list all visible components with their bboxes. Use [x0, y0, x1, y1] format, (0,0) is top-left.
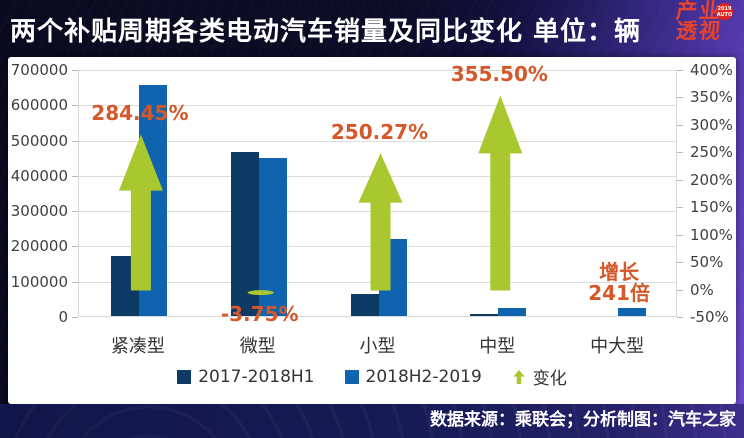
bar-2017-2018H1-微型: [230, 152, 259, 316]
legend-swatch-square: [344, 369, 359, 384]
brand-logo: 产业 透视 2019 AUTO: [659, 0, 739, 56]
annotation-中型: 355.50%: [450, 62, 548, 87]
right-axis-tick: [677, 262, 683, 264]
right-axis-label: 300%: [690, 115, 733, 134]
gridline: [79, 246, 676, 248]
right-axis-label: 50%: [690, 253, 724, 272]
data-source-text: 数据来源：乘联会；分析制图：汽车之家: [430, 410, 736, 430]
left-axis-label: 600000: [10, 96, 68, 115]
right-axis-tick: [677, 289, 683, 291]
bar-2018H2-2019-微型: [258, 158, 287, 316]
gridline: [79, 281, 676, 283]
right-axis-label: 0%: [690, 280, 714, 299]
right-axis-tick: [677, 97, 683, 99]
right-axis-label: 100%: [690, 225, 733, 244]
bar-2018H2-2019-中型: [498, 308, 527, 316]
right-axis-tick: [677, 207, 683, 209]
left-axis-tick: [72, 70, 78, 71]
left-axis-tick: [72, 140, 78, 142]
bar-2017-2018H1-中型: [470, 314, 499, 316]
left-axis-label: 200000: [10, 237, 68, 256]
category-label-小型: 小型: [359, 336, 396, 357]
legend-item-变化: 变化: [512, 364, 567, 389]
logo-badge-year: 2019: [717, 5, 732, 12]
right-axis-tick: [677, 317, 683, 318]
logo-year-badge: 2019 AUTO: [716, 3, 733, 20]
right-axis-tick: [677, 124, 683, 126]
legend-label: 2017-2018H1: [198, 366, 315, 387]
left-axis-label: 0: [58, 308, 68, 326]
left-axis-tick: [72, 105, 78, 107]
bar-2017-2018H1-紧凑型: [110, 256, 139, 316]
left-axis-label: 100000: [10, 272, 68, 291]
left-axis-label: 400000: [10, 166, 68, 185]
right-axis-tick: [677, 234, 683, 236]
chart-title: 两个补贴周期各类电动汽车销量及同比变化 单位：辆: [10, 17, 642, 47]
gridline: [79, 105, 676, 107]
change-arrow-中型: [478, 95, 523, 291]
annotation-中大型: 增长 241倍: [588, 260, 650, 306]
annotation-微型: -3.75%: [220, 301, 299, 326]
category-label-微型: 微型: [239, 336, 276, 357]
legend-label: 变化: [532, 369, 567, 389]
logo-text-line2: 透视: [674, 18, 724, 43]
right-axis-tick: [677, 70, 683, 71]
bar-2017-2018H1-小型: [350, 294, 379, 316]
left-axis-label: 500000: [10, 131, 68, 150]
bar-2018H2-2019-小型: [378, 239, 407, 316]
left-axis-tick: [72, 211, 78, 213]
legend-label: 2018H2-2019: [365, 366, 482, 387]
legend-swatch-square: [177, 369, 192, 384]
left-axis-tick: [72, 281, 78, 283]
right-axis-label: 350%: [690, 88, 733, 107]
right-axis-tick: [677, 152, 683, 154]
left-axis-label: 300000: [10, 202, 68, 221]
right-axis-label: 250%: [690, 143, 733, 162]
bar-2018H2-2019-中大型: [618, 308, 647, 316]
category-label-中型: 中型: [479, 336, 516, 357]
right-axis-label: 200%: [690, 170, 733, 189]
left-axis-label: 700000: [10, 61, 68, 79]
category-label-中大型: 中大型: [590, 336, 645, 357]
annotation-紧凑型: 284.45%: [91, 101, 189, 126]
left-axis-tick: [72, 317, 78, 318]
right-axis-label: -50%: [690, 308, 729, 326]
right-axis-label: 400%: [690, 61, 733, 79]
chart-panel: 0 100000 200000 300000 400000 500000 600000 700…: [8, 57, 736, 404]
legend-item-2017-2018H1: 2017-2018H1: [177, 366, 315, 387]
right-axis-label: 150%: [690, 198, 733, 217]
left-axis-tick: [72, 246, 78, 248]
legend-item-2018H2-2019: 2018H2-2019: [344, 366, 482, 387]
left-axis-tick: [72, 175, 78, 177]
gridline: [79, 175, 676, 177]
legend-swatch-arrow-icon: [513, 369, 525, 384]
annotation-小型: 250.27%: [330, 120, 429, 145]
gridline: [79, 140, 676, 142]
legend: 2017-2018H1 2018H2-2019 变化: [8, 364, 736, 389]
category-label-紧凑型: 紧凑型: [110, 336, 165, 357]
gridline: [79, 211, 676, 213]
right-axis-tick: [677, 179, 683, 181]
footer-bar: 数据来源：乘联会；分析制图：汽车之家: [0, 404, 744, 438]
logo-badge-auto: AUTO: [716, 11, 733, 18]
